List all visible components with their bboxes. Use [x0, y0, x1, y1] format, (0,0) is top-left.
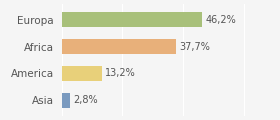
Bar [62, 39, 176, 54]
Bar [62, 93, 70, 108]
Bar [62, 66, 102, 81]
Bar [62, 12, 202, 27]
Text: 46,2%: 46,2% [205, 15, 236, 25]
Text: 37,7%: 37,7% [179, 42, 210, 52]
Text: 2,8%: 2,8% [73, 95, 98, 105]
Text: 13,2%: 13,2% [105, 68, 136, 78]
